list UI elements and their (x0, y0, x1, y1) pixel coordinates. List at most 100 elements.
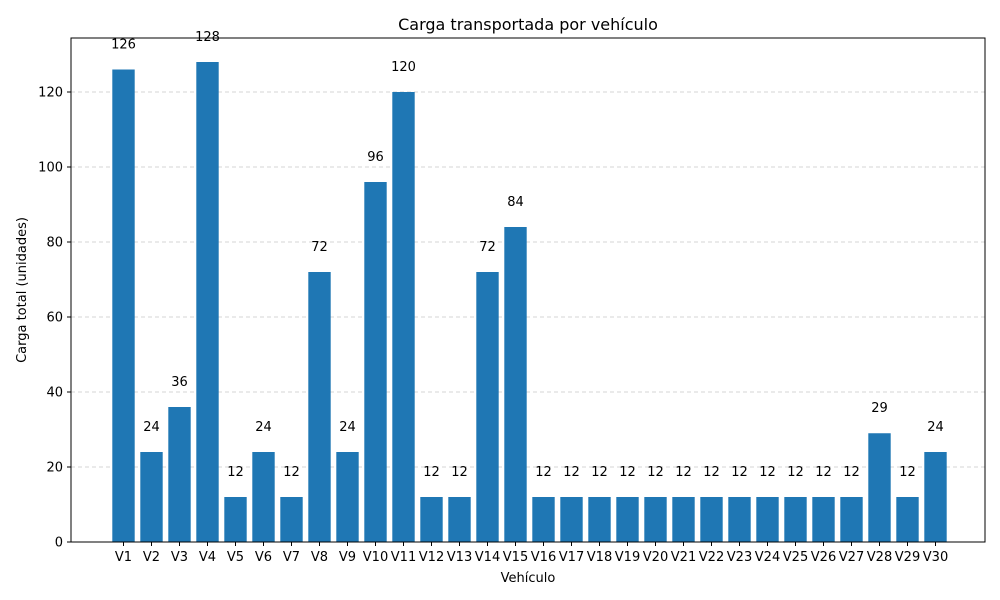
x-tick-label-v16: V16 (531, 550, 556, 565)
bar-v21 (672, 497, 695, 542)
data-label-v6: 24 (255, 420, 272, 435)
y-axis: 0 20 40 60 80 100 120 (38, 86, 71, 551)
x-axis-label: Vehículo (501, 571, 556, 586)
x-tick-label-v3: V3 (171, 550, 188, 565)
x-tick-label-v6: V6 (255, 550, 272, 565)
bar-v1 (112, 69, 135, 542)
bar-v19 (616, 497, 639, 542)
data-label-v30: 24 (927, 420, 944, 435)
x-tick-label-v28: V28 (867, 550, 892, 565)
bar-v6 (252, 452, 275, 542)
bar-v29 (896, 497, 919, 542)
bar-v10 (364, 182, 387, 542)
bar-v4 (196, 62, 219, 542)
bars (112, 62, 947, 542)
y-tick-label: 60 (46, 311, 63, 326)
x-tick-label-v27: V27 (839, 550, 864, 565)
x-tick-label-v26: V26 (811, 550, 836, 565)
data-label-v8: 72 (311, 240, 328, 255)
bar-v12 (420, 497, 443, 542)
x-tick-label-v13: V13 (447, 550, 472, 565)
data-label-v24: 12 (759, 465, 776, 480)
data-label-v2: 24 (143, 420, 160, 435)
data-label-v16: 12 (535, 465, 552, 480)
data-label-v29: 12 (899, 465, 916, 480)
x-tick-label-v14: V14 (475, 550, 500, 565)
x-tick-label-v30: V30 (923, 550, 948, 565)
data-label-v27: 12 (843, 465, 860, 480)
x-tick-label-v29: V29 (895, 550, 920, 565)
data-label-v21: 12 (675, 465, 692, 480)
x-tick-label-v2: V2 (143, 550, 160, 565)
x-tick-label-v23: V23 (727, 550, 752, 565)
bar-v20 (644, 497, 667, 542)
data-labels: 126 24 36 128 12 24 12 72 24 96 120 12 12 72 84 12 12 12 1… (111, 30, 944, 480)
data-label-v11: 120 (391, 60, 416, 75)
bar-v26 (812, 497, 835, 542)
data-label-v15: 84 (507, 195, 524, 210)
x-axis: V1 V2 V3 V4 V5 V6 V7 V8 V9 V10 V11 V12 V13 V14 V15 V16 V… (115, 542, 948, 565)
data-label-v17: 12 (563, 465, 580, 480)
bar-v15 (504, 227, 527, 542)
data-label-v10: 96 (367, 150, 384, 165)
x-tick-label-v21: V21 (671, 550, 696, 565)
y-tick-label: 120 (38, 86, 63, 101)
chart-title: Carga transportada por vehículo (398, 15, 658, 34)
x-tick-label-v7: V7 (283, 550, 300, 565)
data-label-v5: 12 (227, 465, 244, 480)
x-tick-label-v25: V25 (783, 550, 808, 565)
x-tick-label-v19: V19 (615, 550, 640, 565)
bar-v14 (476, 272, 499, 542)
bar-v18 (588, 497, 611, 542)
x-tick-label-v17: V17 (559, 550, 584, 565)
bar-v3 (168, 407, 191, 542)
bar-v8 (308, 272, 331, 542)
data-label-v18: 12 (591, 465, 608, 480)
x-tick-label-v15: V15 (503, 550, 528, 565)
plot-frame (70, 37, 986, 543)
data-label-v20: 12 (647, 465, 664, 480)
y-tick-label: 100 (38, 161, 63, 176)
bar-v23 (728, 497, 751, 542)
x-tick-label-v9: V9 (339, 550, 356, 565)
data-label-v28: 29 (871, 401, 888, 416)
data-label-v7: 12 (283, 465, 300, 480)
data-label-v19: 12 (619, 465, 636, 480)
bar-v25 (784, 497, 807, 542)
data-label-v4: 128 (195, 30, 220, 45)
bar-v28 (868, 433, 891, 542)
bar-v30 (924, 452, 947, 542)
data-label-v25: 12 (787, 465, 804, 480)
bar-v27 (840, 497, 863, 542)
y-tick-label: 40 (46, 386, 63, 401)
y-axis-label: Carga total (unidades) (15, 217, 30, 363)
bar-v16 (532, 497, 555, 542)
x-tick-label-v11: V11 (391, 550, 416, 565)
grid-lines (71, 91, 985, 468)
x-tick-label-v24: V24 (755, 550, 780, 565)
bar-v7 (280, 497, 303, 542)
x-tick-label-v20: V20 (643, 550, 668, 565)
data-label-v12: 12 (423, 465, 440, 480)
y-tick-label: 0 (55, 536, 63, 551)
data-label-v9: 24 (339, 420, 356, 435)
x-tick-label-v22: V22 (699, 550, 724, 565)
bar-v2 (140, 452, 163, 542)
data-label-v13: 12 (451, 465, 468, 480)
bar-v5 (224, 497, 247, 542)
y-tick-label: 80 (46, 236, 63, 251)
bar-v9 (336, 452, 359, 542)
x-tick-label-v10: V10 (363, 550, 388, 565)
data-label-v3: 36 (171, 375, 188, 390)
bar-v13 (448, 497, 471, 542)
x-tick-label-v18: V18 (587, 550, 612, 565)
x-tick-label-v4: V4 (199, 550, 216, 565)
x-tick-label-v1: V1 (115, 550, 132, 565)
data-label-v26: 12 (815, 465, 832, 480)
data-label-v22: 12 (703, 465, 720, 480)
bar-v17 (560, 497, 583, 542)
x-tick-label-v8: V8 (311, 550, 328, 565)
data-label-v14: 72 (479, 240, 496, 255)
x-tick-label-v5: V5 (227, 550, 244, 565)
